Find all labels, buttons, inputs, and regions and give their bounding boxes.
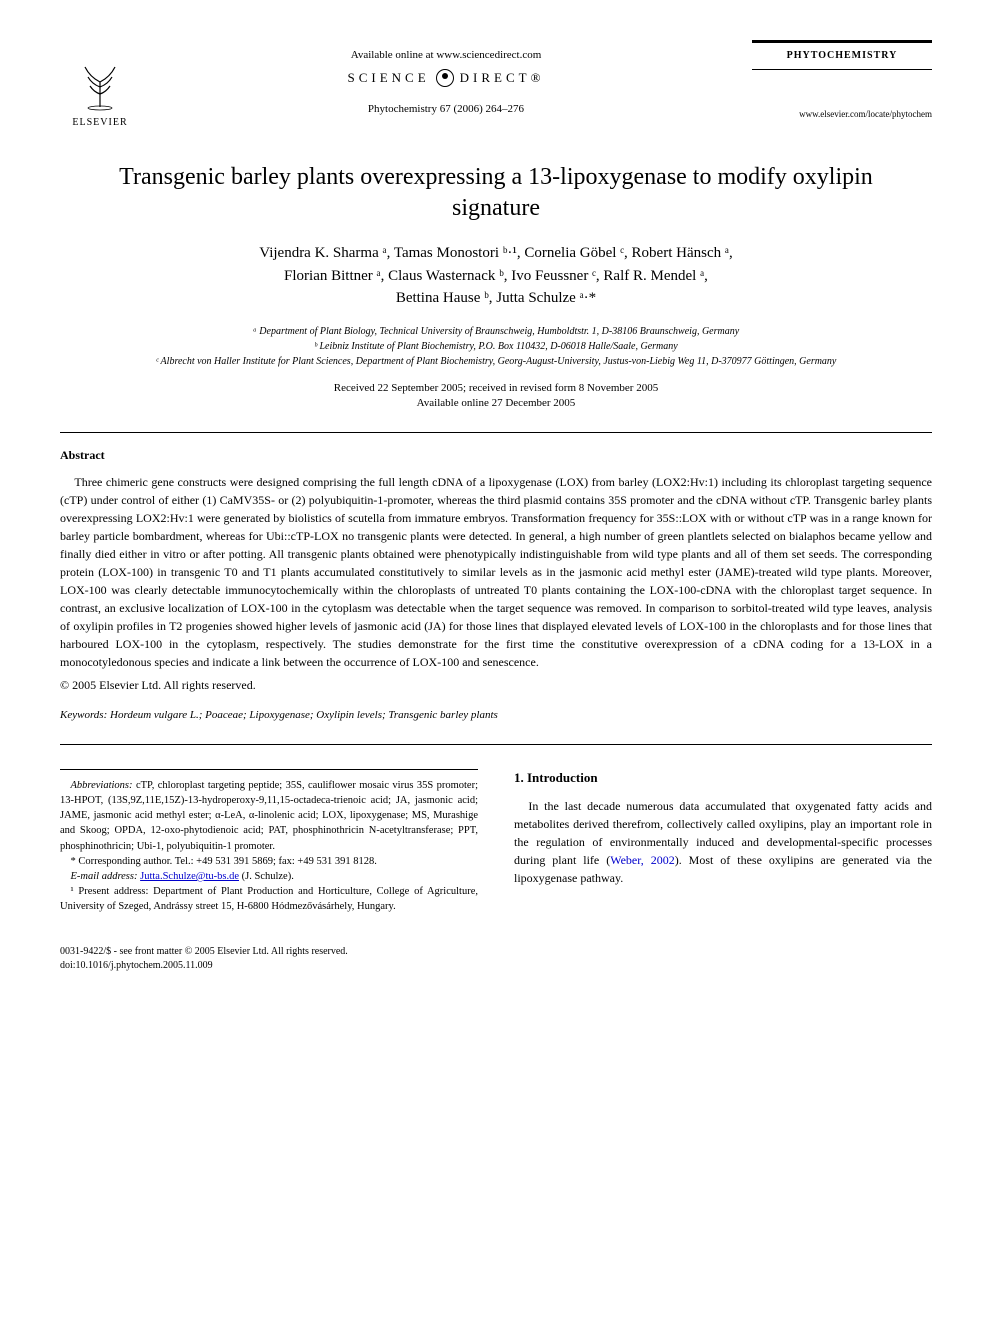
online-date: Available online 27 December 2005 [60,396,932,411]
publisher-name: ELSEVIER [72,116,127,130]
keywords: Keywords: Hordeum vulgare L.; Poaceae; L… [60,708,932,723]
publisher-logo: ELSEVIER [60,40,140,130]
article-title: Transgenic barley plants overexpressing … [100,162,892,224]
introduction-paragraph: In the last decade numerous data accumul… [514,797,932,887]
footnotes-column: Abbreviations: cTP, chloroplast targetin… [60,769,478,915]
authors-line-2: Florian Bittner ᵃ, Claus Wasternack ᵇ, I… [60,265,932,288]
copyright-text: © 2005 Elsevier Ltd. All rights reserved… [60,677,932,694]
page-footer: 0031-9422/$ - see front matter © 2005 El… [60,945,932,973]
available-online-text: Available online at www.sciencedirect.co… [140,48,752,63]
sd-text-right: DIRECT® [460,69,545,87]
abbreviations-footnote: Abbreviations: cTP, chloroplast targetin… [60,778,478,854]
email-label: E-mail address: [71,871,138,882]
affiliation-a: ᵃ Department of Plant Biology, Technical… [60,324,932,339]
corresponding-author: * Corresponding author. Tel.: +49 531 39… [60,854,478,869]
two-column-section: Abbreviations: cTP, chloroplast targetin… [60,769,932,915]
authors-line-3: Bettina Hause ᵇ, Jutta Schulze ᵃ·* [60,287,932,310]
present-address: ¹ Present address: Department of Plant P… [60,884,478,914]
journal-brand: PHYTOCHEMISTRY www.elsevier.com/locate/p… [752,40,932,121]
introduction-column: 1. Introduction In the last decade numer… [514,769,932,915]
doi-text: doi:10.1016/j.phytochem.2005.11.009 [60,959,932,973]
affiliation-b: ᵇ Leibniz Institute of Plant Biochemistr… [60,339,932,354]
email-line: E-mail address: Jutta.Schulze@tu-bs.de (… [60,869,478,884]
article-dates: Received 22 September 2005; received in … [60,381,932,412]
sd-text-left: SCIENCE [348,69,430,87]
affiliation-c: ᶜ Albrecht von Haller Institute for Plan… [60,354,932,369]
center-header: Available online at www.sciencedirect.co… [140,40,752,117]
introduction-heading: 1. Introduction [514,769,932,788]
abstract-text: Three chimeric gene constructs were desi… [60,473,932,671]
email-link[interactable]: Jutta.Schulze@tu-bs.de [140,871,239,882]
journal-name: PHYTOCHEMISTRY [752,40,932,70]
science-direct-logo: SCIENCE DIRECT® [140,69,752,87]
keywords-text: Hordeum vulgare L.; Poaceae; Lipoxygenas… [107,709,498,721]
abstract-heading: Abstract [60,447,932,464]
abbrev-label: Abbreviations: [71,780,133,791]
citation-link[interactable]: Weber, 2002 [610,853,675,867]
divider-bottom [60,744,932,745]
affiliations: ᵃ Department of Plant Biology, Technical… [60,324,932,369]
author-list: Vijendra K. Sharma ᵃ, Tamas Monostori ᵇ·… [60,242,932,310]
authors-line-1: Vijendra K. Sharma ᵃ, Tamas Monostori ᵇ·… [60,242,932,265]
received-date: Received 22 September 2005; received in … [60,381,932,396]
email-suffix: (J. Schulze). [239,871,294,882]
keywords-label: Keywords: [60,709,107,721]
journal-citation: Phytochemistry 67 (2006) 264–276 [140,102,752,117]
elsevier-tree-icon [70,52,130,112]
page-header: ELSEVIER Available online at www.science… [60,40,932,130]
sciencedirect-icon [436,69,454,87]
divider-top [60,432,932,433]
journal-url: www.elsevier.com/locate/phytochem [752,108,932,121]
front-matter-text: 0031-9422/$ - see front matter © 2005 El… [60,945,932,959]
